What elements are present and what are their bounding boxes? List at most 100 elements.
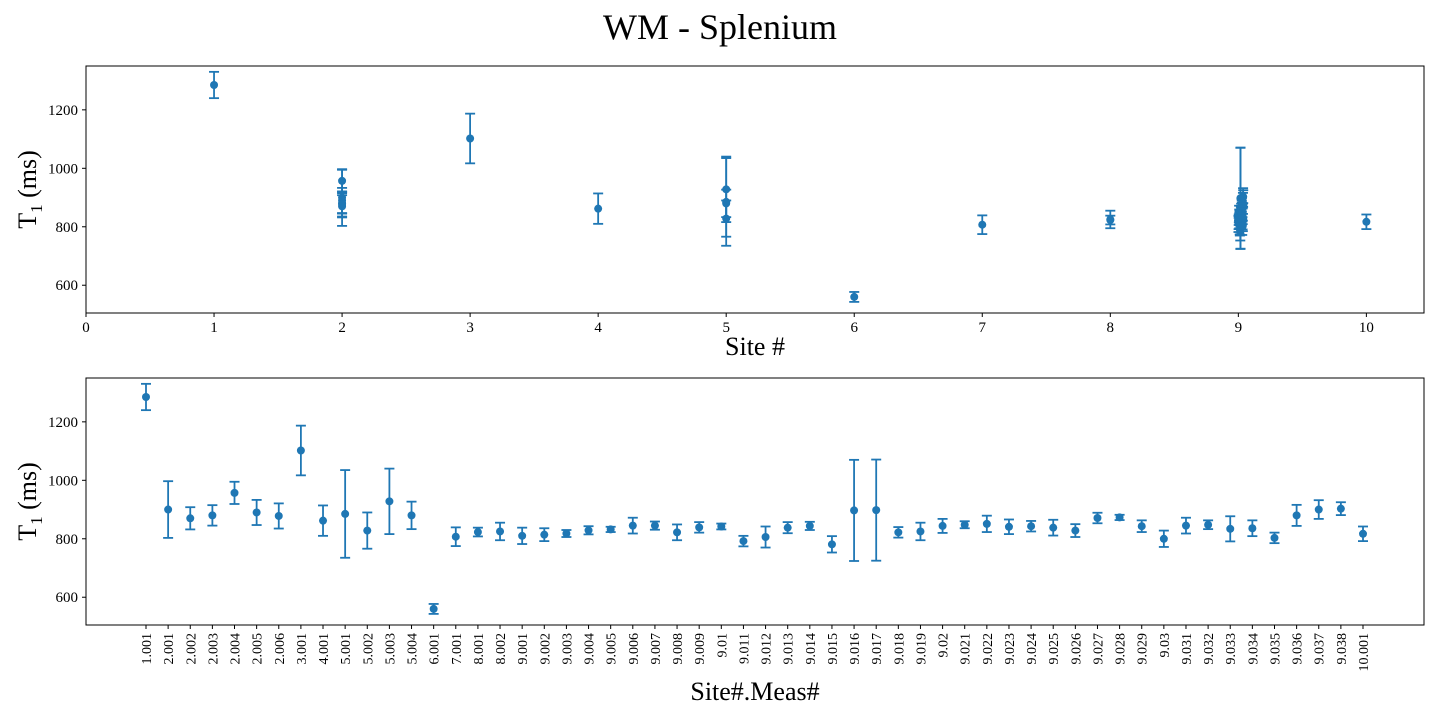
bottom-data-point <box>1092 511 1103 525</box>
bottom-data-point <box>1269 531 1280 545</box>
bottom-marker <box>429 604 438 613</box>
bottom-marker <box>208 511 217 520</box>
bottom-data-point <box>1180 516 1191 535</box>
bottom-data-point <box>1313 499 1324 520</box>
top-marker <box>1239 192 1248 201</box>
bottom-xtick-label: 9.024 <box>1025 633 1040 665</box>
top-marker <box>594 204 603 213</box>
top-xtick-label: 0 <box>82 320 90 336</box>
bottom-data-point <box>1048 518 1059 537</box>
bottom-data-point <box>1158 529 1169 548</box>
bottom-marker <box>1181 521 1190 530</box>
bottom-data-point <box>937 517 948 534</box>
top-data-point <box>209 70 220 100</box>
bottom-marker <box>230 488 239 497</box>
bottom-data-point <box>1114 513 1125 522</box>
bottom-data-point <box>428 603 439 615</box>
bottom-marker <box>496 527 505 536</box>
bottom-marker <box>916 527 925 536</box>
bottom-marker <box>584 526 593 535</box>
bottom-marker <box>540 530 549 539</box>
bottom-data-point <box>849 458 860 562</box>
bottom-xtick-label: 9.034 <box>1246 633 1261 665</box>
bottom-ytick-label: 800 <box>56 532 79 548</box>
bottom-data-point <box>517 526 528 545</box>
bottom-marker <box>805 521 814 530</box>
bottom-data-point <box>1225 515 1236 543</box>
bottom-xtick-label: 9.022 <box>981 633 996 665</box>
bottom-ytick-label: 600 <box>56 590 79 606</box>
bottom-marker <box>673 528 682 537</box>
top-data-point <box>337 190 348 218</box>
bottom-ylabel: T1 (ms) <box>13 462 46 541</box>
bottom-data-point <box>1358 525 1368 543</box>
bottom-marker <box>650 521 659 530</box>
bottom-marker <box>739 537 748 546</box>
bottom-xtick-label: 9.023 <box>1003 633 1018 665</box>
bottom-xtick-label: 8.002 <box>494 633 509 665</box>
top-data-point <box>1238 189 1249 204</box>
bottom-data-point <box>384 467 395 535</box>
bottom-data-point <box>251 498 262 526</box>
bottom-data-point <box>871 458 882 562</box>
bottom-xtick-label: 9.02 <box>937 633 952 658</box>
bottom-xtick-label: 9.016 <box>848 633 863 665</box>
bottom-xtick-label: 9.026 <box>1069 633 1084 665</box>
bottom-marker <box>319 516 328 525</box>
bottom-xtick-label: 9.017 <box>870 633 885 665</box>
bottom-data-point <box>185 506 196 531</box>
bottom-marker <box>1137 522 1146 531</box>
top-xtick-label: 1 <box>210 320 218 336</box>
bottom-xtick-label: 5.002 <box>361 633 376 665</box>
bottom-marker <box>1270 533 1279 542</box>
bottom-marker <box>252 508 261 517</box>
top-data-point <box>593 192 604 225</box>
bottom-xtick-label: 2.001 <box>162 633 177 665</box>
bottom-marker <box>1071 526 1080 535</box>
bottom-data-point <box>362 511 373 550</box>
bottom-data-point <box>694 521 705 534</box>
bottom-xtick-label: 9.029 <box>1136 633 1151 665</box>
bottom-xtick-label: 10.001 <box>1357 633 1372 672</box>
bottom-xtick-label: 2.003 <box>206 633 221 665</box>
bottom-marker <box>783 523 792 532</box>
bottom-xtick-label: 9.038 <box>1335 633 1350 665</box>
bottom-data-point <box>163 480 174 539</box>
top-marker <box>1238 221 1247 230</box>
bottom-data-point <box>450 526 461 547</box>
bottom-marker <box>363 526 372 535</box>
bottom-xtick-label: 9.001 <box>516 633 531 665</box>
top-ytick-label: 1200 <box>48 103 78 119</box>
bottom-marker <box>142 393 150 401</box>
bottom-data-point <box>1335 501 1346 516</box>
bottom-data-point <box>1247 519 1258 538</box>
bottom-marker <box>451 532 460 541</box>
bottom-data-point <box>804 520 815 531</box>
bottom-xtick-label: 6.001 <box>428 633 443 665</box>
bottom-data-point <box>207 504 218 527</box>
top-marker <box>978 220 987 229</box>
bottom-data-point <box>605 525 616 534</box>
bottom-xtick-label: 5.004 <box>406 633 421 665</box>
bottom-ytick-label: 1000 <box>48 473 78 489</box>
top-marker <box>466 134 475 143</box>
bottom-xtick-label: 5.003 <box>383 633 398 665</box>
bottom-marker <box>695 523 704 532</box>
bottom-marker <box>1226 524 1235 533</box>
bottom-marker <box>1204 520 1213 529</box>
bottom-xtick-label: 9.009 <box>693 633 708 665</box>
bottom-xtick-label: 1.001 <box>140 633 155 665</box>
bottom-xtick-label: 9.028 <box>1114 633 1129 665</box>
bottom-xtick-label: 9.025 <box>1047 633 1062 665</box>
bottom-xtick-label: 9.005 <box>605 633 620 665</box>
top-plot-frame <box>85 65 1425 314</box>
bottom-xtick-label: 9.032 <box>1202 633 1217 665</box>
bottom-marker <box>186 514 195 523</box>
bottom-xtick-label: 9.013 <box>782 633 797 665</box>
bottom-data-point <box>472 526 483 538</box>
bottom-marker <box>960 520 969 529</box>
bottom-data-point <box>1136 519 1147 533</box>
bottom-xtick-label: 9.037 <box>1313 633 1328 665</box>
bottom-data-point <box>229 480 240 505</box>
